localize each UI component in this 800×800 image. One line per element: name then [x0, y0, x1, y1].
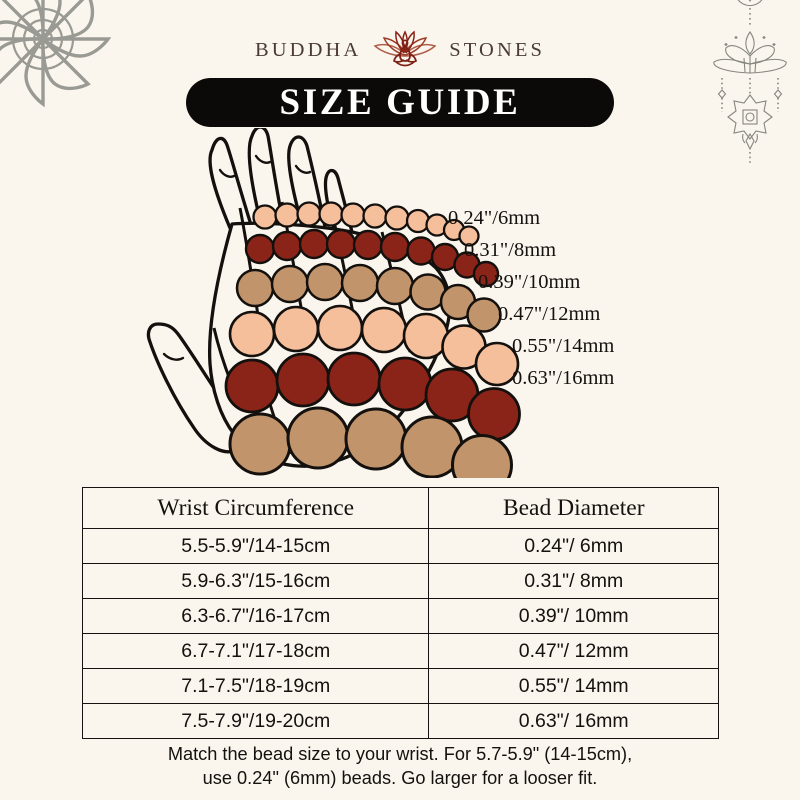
cell-bead: 0.63"/ 16mm: [428, 703, 719, 739]
cell-bead: 0.47"/ 12mm: [428, 633, 719, 669]
bead-label-14mm: 0.55"/14mm: [512, 335, 615, 357]
bead-label-16mm: 0.63"/16mm: [512, 367, 615, 389]
bracelet-row-3: [235, 262, 502, 333]
bead-label-10mm: 0.39"/10mm: [478, 271, 581, 293]
page-title: SIZE GUIDE: [279, 82, 521, 123]
table-header-bead: Bead Diameter: [428, 487, 719, 529]
cell-wrist: 7.1-7.5"/18-19cm: [81, 668, 430, 704]
bead-label-12mm: 0.47"/12mm: [498, 303, 601, 325]
cell-bead: 0.39"/ 10mm: [428, 598, 719, 634]
size-chart-table: Wrist Circumference Bead Diameter 5.5-5.…: [81, 487, 719, 739]
bracelet-row-6: [228, 406, 513, 478]
table-row: 5.5-5.9"/14-15cm 0.24"/ 6mm: [81, 528, 719, 564]
cell-wrist: 5.5-5.9"/14-15cm: [81, 528, 430, 564]
bead-label-6mm: 0.24"/6mm: [448, 207, 541, 229]
cell-wrist: 6.7-7.1"/17-18cm: [81, 633, 430, 669]
footnote: Match the bead size to your wrist. For 5…: [90, 742, 710, 790]
cell-bead: 0.31"/ 8mm: [428, 563, 719, 599]
footnote-line-1: Match the bead size to your wrist. For 5…: [167, 744, 633, 764]
table-row: 7.1-7.5"/18-19cm 0.55"/ 14mm: [81, 668, 719, 704]
brand-word-right: STONES: [449, 38, 545, 61]
bead-size-labels: 0.24"/6mm 0.31"/8mm 0.39"/10mm 0.47"/12m…: [440, 206, 760, 396]
bracelet-row-2: [244, 228, 500, 288]
bead-label-8mm: 0.31"/8mm: [464, 239, 557, 261]
brand-word-left: BUDDHA: [255, 38, 362, 61]
cell-wrist: 7.5-7.9"/19-20cm: [81, 703, 430, 739]
table-row: 6.3-6.7"/16-17cm 0.39"/ 10mm: [81, 598, 719, 634]
bracelet-row-1: [252, 201, 480, 247]
lotus-meditation-figure-icon: [373, 30, 437, 67]
table-row: 7.5-7.9"/19-20cm 0.63"/ 16mm: [81, 703, 719, 739]
bracelet-row-5: [224, 351, 521, 441]
bracelet-row-4: [228, 304, 520, 387]
table-row: 5.9-6.3"/15-16cm 0.31"/ 8mm: [81, 563, 719, 599]
page-title-banner: SIZE GUIDE: [186, 78, 614, 127]
cell-wrist: 6.3-6.7"/16-17cm: [81, 598, 430, 634]
table-header-wrist: Wrist Circumference: [81, 487, 430, 529]
hand-with-bracelets-illustration: [146, 128, 521, 478]
footnote-line-2: use 0.24" (6mm) beads. Go larger for a l…: [202, 768, 598, 789]
cell-bead: 0.55"/ 14mm: [428, 668, 719, 704]
cell-bead: 0.24"/ 6mm: [428, 528, 719, 564]
table-header-row: Wrist Circumference Bead Diameter: [81, 487, 719, 529]
cell-wrist: 5.9-6.3"/15-16cm: [81, 563, 430, 599]
brand-logo: BUDDHA STONES: [0, 24, 800, 76]
table-row: 6.7-7.1"/17-18cm 0.47"/ 12mm: [81, 633, 719, 669]
